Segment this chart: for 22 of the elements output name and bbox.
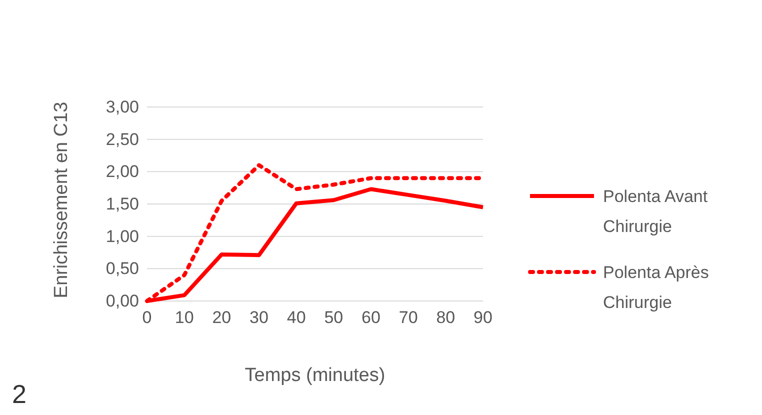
- legend-label: Polenta Avant Chirurgie: [603, 187, 708, 236]
- x-tick-label: 70: [398, 308, 418, 328]
- x-tick-label: 40: [286, 308, 306, 328]
- y-tick-label: 1,00: [106, 226, 139, 246]
- y-tick-label: 0,50: [106, 259, 139, 278]
- x-tick-label: 20: [212, 308, 232, 328]
- y-tick-label: 0,00: [106, 291, 139, 310]
- x-tick-label: 10: [174, 308, 194, 328]
- x-tick-label: 30: [250, 308, 268, 328]
- y-tick-label: 2,50: [106, 130, 139, 149]
- text: 2: [12, 379, 26, 409]
- x-tick-label: 0: [142, 308, 152, 328]
- x-axis-title: Temps (minutes): [244, 365, 386, 386]
- x-tick-label: 50: [324, 308, 344, 328]
- legend-label: Polenta Après Chirurgie: [603, 263, 709, 312]
- x-tick-label: 80: [436, 308, 456, 328]
- y-tick-label: 3,00: [106, 97, 139, 116]
- x-tick-label: 60: [362, 308, 380, 328]
- y-tick-label: 1,50: [106, 194, 139, 214]
- y-axis-title: Enrichissement en C13: [51, 102, 72, 298]
- x-tick-label: 90: [474, 308, 492, 328]
- y-tick-label: 2,00: [106, 162, 139, 182]
